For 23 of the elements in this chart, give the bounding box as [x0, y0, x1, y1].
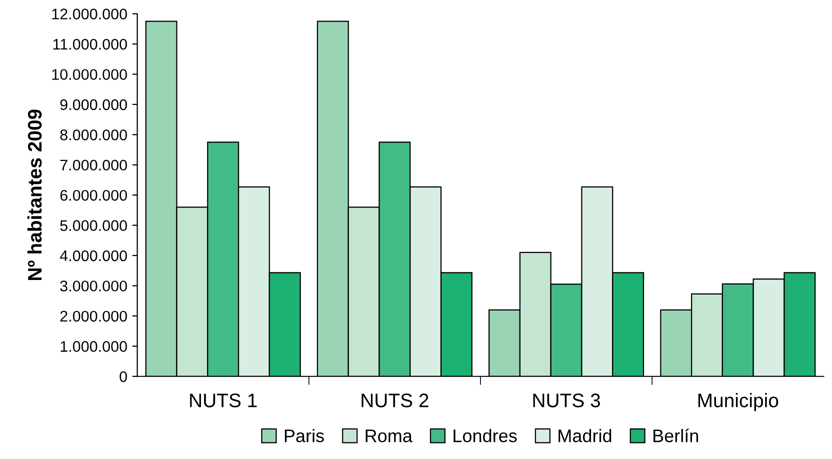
x-tick-label: NUTS 3 — [533, 394, 600, 408]
y-tick-label: 8.000.000 — [60, 130, 127, 140]
y-tick-label: 11.000.000 — [53, 38, 127, 50]
legend-label: Berlín — [654, 428, 698, 442]
x-tick-label: NUTS 2 — [362, 394, 428, 408]
y-tick-label: 12.000.000 — [52, 8, 127, 20]
y-tick-label: 2.000.000 — [60, 310, 127, 322]
legend-label: Madrid — [558, 428, 612, 442]
y-tick-label: 6.000.000 — [60, 190, 127, 201]
y-tick-label: 0 — [120, 371, 127, 382]
legend-label: Paris — [284, 428, 324, 442]
y-tick-label: 10.000.000 — [52, 69, 127, 80]
y-tick-label: 5.000.000 — [60, 220, 127, 231]
y-tick-label: 1.000.000 — [60, 341, 127, 352]
legend-label: Londres — [454, 428, 517, 442]
legend-label: Roma — [366, 430, 412, 442]
y-tick-label: 4.000.000 — [60, 250, 127, 262]
y-tick-label: 7.000.000 — [60, 160, 127, 171]
x-tick-label: NUTS 1 — [190, 394, 257, 408]
y-axis-title: Nº habitantes 2009 — [27, 110, 42, 280]
y-tick-label: 3.000.000 — [60, 280, 127, 292]
x-tick-label: Municipio — [698, 393, 778, 412]
y-tick-label: 9.000.000 — [60, 99, 127, 110]
